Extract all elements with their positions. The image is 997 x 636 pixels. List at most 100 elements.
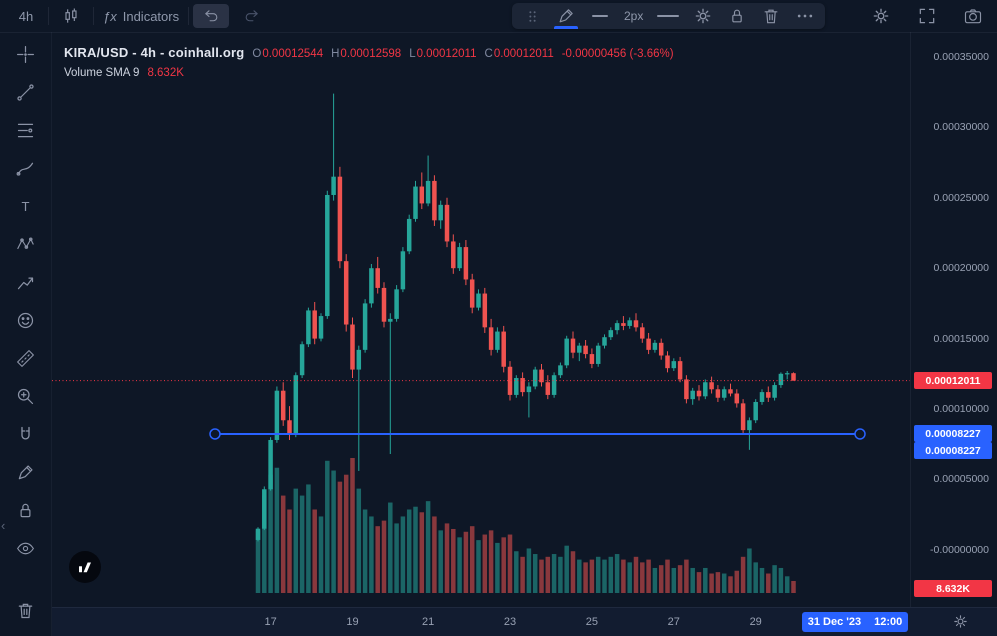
line-price-label: 0.00008227 <box>914 442 992 460</box>
candle-body <box>621 323 626 326</box>
volume-bar <box>539 559 544 593</box>
volume-bar <box>589 559 595 593</box>
line-color-button[interactable] <box>554 3 578 29</box>
volume-bar <box>721 573 727 593</box>
volume-bar <box>268 474 273 593</box>
volume-bar <box>343 474 349 593</box>
time-tick: 29 <box>749 616 762 628</box>
candle-body <box>791 373 796 381</box>
volume-bar <box>690 567 695 593</box>
volume-bar <box>545 556 551 593</box>
volume-bar <box>457 537 462 593</box>
fullscreen-button[interactable] <box>909 4 945 28</box>
candle-body <box>671 361 677 369</box>
pencil-icon <box>15 462 36 483</box>
smiley-icon <box>17 312 34 328</box>
line-width-icon <box>592 15 608 17</box>
measure-tool[interactable] <box>12 346 40 370</box>
candle-body <box>337 176 343 262</box>
volume-bar <box>753 562 758 593</box>
magnet-icon <box>21 426 30 440</box>
xabcd-pattern-tool[interactable] <box>12 232 40 256</box>
volume-bar <box>444 523 450 593</box>
text-tool[interactable]: T <box>12 194 40 218</box>
volume-legend-row[interactable]: Volume SMA 9 8.632K <box>64 67 674 79</box>
price-axis[interactable]: 0.00035000 0.00030000 0.00025000 0.00020000… <box>910 32 997 608</box>
candle-body <box>306 310 311 345</box>
candle-body <box>577 345 582 353</box>
line-style-icon <box>657 15 680 17</box>
divider <box>93 7 94 25</box>
more-dots-icon <box>795 6 815 26</box>
candle-body <box>413 186 418 219</box>
line-handle[interactable] <box>854 428 866 440</box>
chart-canvas[interactable] <box>52 32 910 608</box>
indicators-button[interactable]: ƒx Indicators <box>98 4 184 28</box>
emoji-tool[interactable] <box>12 308 40 332</box>
gear-icon <box>871 6 891 26</box>
symbol-legend-row[interactable]: KIRA/USD - 4h - coinhall.org O 0.00012544… <box>64 45 674 60</box>
zoom-tool[interactable] <box>12 384 40 408</box>
candle-body <box>255 528 261 540</box>
volume-bar <box>438 530 443 593</box>
volume-bar <box>570 551 576 593</box>
forecast-tool[interactable] <box>12 270 40 294</box>
candle-body <box>362 303 368 350</box>
volume-bar <box>759 567 765 593</box>
volume-bar <box>274 467 280 593</box>
drawing-delete-button[interactable] <box>761 3 781 29</box>
volume-bar <box>287 509 292 593</box>
candle-body <box>652 342 658 350</box>
candle-body <box>507 366 513 395</box>
undo-button[interactable] <box>193 4 230 28</box>
candle-body <box>274 390 280 440</box>
drawing-settings-button[interactable] <box>693 3 713 29</box>
hide-all-drawings-tool[interactable] <box>12 536 40 560</box>
toolbar-drag-handle[interactable] <box>522 3 542 29</box>
volume-bar <box>451 528 456 593</box>
svg-text:T: T <box>21 198 29 213</box>
candle-body <box>280 390 286 421</box>
tradingview-logo[interactable] <box>69 551 101 583</box>
fullscreen-icon <box>917 6 937 26</box>
drag-dots-icon <box>524 8 541 25</box>
volume-bar <box>425 501 431 593</box>
drawing-lock-button[interactable] <box>727 3 747 29</box>
interval-label: 4h <box>18 8 34 24</box>
fib-retracement-tool[interactable] <box>12 118 40 142</box>
interval-button[interactable]: 4h <box>8 4 44 28</box>
collapse-sidebar-chevron-icon[interactable]: ‹ <box>1 518 6 533</box>
lock-all-drawings-tool[interactable] <box>12 498 40 522</box>
time-axis[interactable]: 17 19 21 23 25 27 29 31 Dec '23 12:00 <box>52 607 997 636</box>
candle-body <box>457 247 462 269</box>
candle-body <box>633 320 639 328</box>
candle-body <box>495 331 500 350</box>
volume-bar <box>671 567 677 593</box>
price-tick: 0.00005000 <box>933 473 989 486</box>
line-handle[interactable] <box>209 428 221 440</box>
line-width-button[interactable] <box>590 3 610 29</box>
time-tick: 17 <box>264 616 277 628</box>
volume-bar <box>520 556 525 593</box>
ohlc-open: O 0.00012544 <box>252 48 324 60</box>
axis-settings-button[interactable] <box>952 613 969 630</box>
chart-type-button[interactable] <box>53 4 89 28</box>
snapshot-button[interactable] <box>955 4 991 28</box>
candle-body <box>721 389 727 398</box>
line-style-button[interactable] <box>657 3 680 29</box>
candle-body <box>589 354 595 364</box>
trend-line-tool[interactable] <box>12 80 40 104</box>
redo-button[interactable] <box>233 4 269 28</box>
candle-body <box>532 369 538 387</box>
drawing-more-button[interactable] <box>795 3 815 29</box>
stay-drawing-mode-tool[interactable] <box>12 460 40 484</box>
volume-bar <box>558 556 563 593</box>
magnet-tool[interactable] <box>12 422 40 446</box>
current-date: 31 Dec '23 <box>807 616 862 628</box>
crosshair-tool[interactable] <box>12 42 40 66</box>
lock-icon <box>15 500 36 521</box>
remove-drawings-tool[interactable] <box>12 598 40 622</box>
brush-tool[interactable] <box>12 156 40 180</box>
candle-body <box>350 324 355 370</box>
chart-settings-button[interactable] <box>863 4 899 28</box>
